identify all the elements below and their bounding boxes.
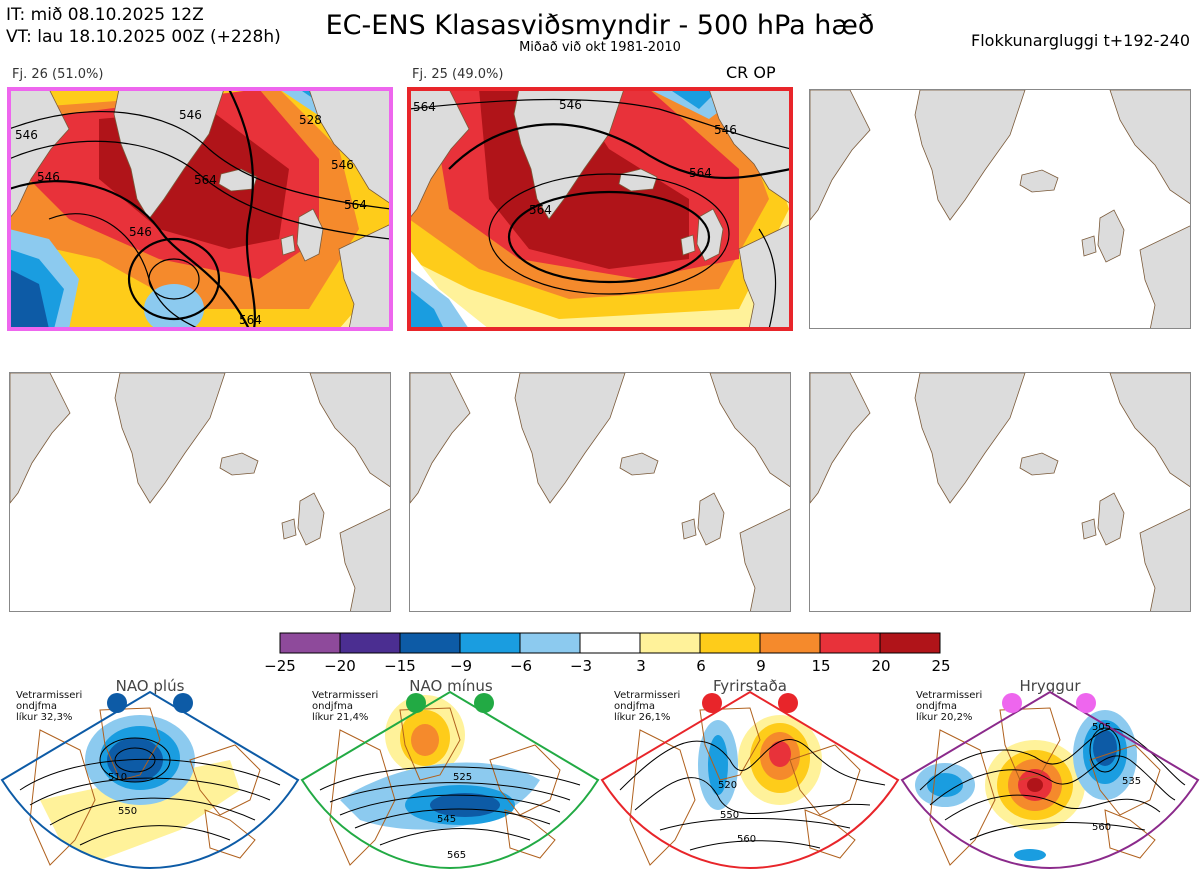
regime-3-stats: Vetrarmisseri ondjfma líkur 26,1%: [614, 690, 681, 723]
regime-4-marker: [1002, 693, 1022, 713]
regime-1-marker: [107, 693, 127, 713]
contour-label: 564: [239, 313, 262, 327]
contour-label: 546: [129, 225, 152, 239]
regime-1-title: NAO plús: [115, 677, 185, 695]
colorbar-cell: [519, 632, 581, 654]
header-info: IT: mið 08.10.2025 12Z VT: lau 18.10.202…: [6, 4, 281, 48]
cluster-2-map[interactable]: 564 546 546 564 564: [407, 87, 793, 331]
colorbar: [279, 632, 941, 654]
valid-time: VT: lau 18.10.2025 00Z (+228h): [6, 27, 281, 47]
colorbar-cell: [339, 632, 401, 654]
regime-1-marker: [173, 693, 193, 713]
contour-label: 535: [1122, 776, 1141, 787]
colorbar-tick: −3: [569, 657, 593, 675]
regime-4-stats: Vetrarmisseri ondjfma líkur 20,2%: [916, 690, 983, 723]
regime-3-title: Fyrirstaða: [713, 677, 787, 695]
colorbar-tick: −15: [384, 657, 416, 675]
contour-label: 564: [194, 173, 217, 187]
regime-1-stats: Vetrarmisseri ondjfma líkur 32,3%: [16, 690, 83, 723]
colorbar-cell: [639, 632, 701, 654]
contour-label: 560: [1092, 822, 1111, 833]
empty-map-panel[interactable]: [409, 372, 791, 612]
regime-2-title: NAO mínus: [409, 677, 493, 695]
contour-label: 528: [299, 113, 322, 127]
contour-label: 525: [453, 772, 472, 783]
contour-label: 546: [331, 158, 354, 172]
regime-2-marker: [406, 693, 426, 713]
page-title: EC-ENS Klasasviðsmyndir - 500 hPa hæð: [325, 10, 875, 41]
regime-4-marker: [1076, 693, 1096, 713]
contour-label: 546: [37, 170, 60, 184]
cluster-2-tag: CR OP: [726, 63, 776, 82]
contour-label: 520: [718, 780, 737, 791]
cluster-1-label: Fj. 26 (51.0%): [12, 67, 104, 82]
classification-window: Flokkunargluggi t+192-240: [971, 31, 1190, 50]
regime-4-title: Hryggur: [1019, 677, 1081, 695]
contour-label: 505: [1092, 722, 1111, 733]
colorbar-cell: [879, 632, 941, 654]
colorbar-tick: −20: [324, 657, 356, 675]
colorbar-cell: [399, 632, 461, 654]
colorbar-tick: 20: [871, 657, 891, 675]
contour-label: 564: [413, 100, 436, 114]
colorbar-cell: [459, 632, 521, 654]
contour-label: 564: [689, 166, 712, 180]
regime-3-marker: [778, 693, 798, 713]
regime-2-stats: Vetrarmisseri ondjfma líkur 21,4%: [312, 690, 379, 723]
colorbar-cell: [819, 632, 881, 654]
regime-3-marker: [702, 693, 722, 713]
regime-3-map[interactable]: 520 550 560: [600, 690, 900, 870]
contour-label: 550: [720, 810, 739, 821]
regime-2-marker: [474, 693, 494, 713]
colorbar-tick: −9: [449, 657, 473, 675]
contour-label: 546: [15, 128, 38, 142]
contour-label: 546: [559, 98, 582, 112]
contour-label: 564: [529, 203, 552, 217]
colorbar-tick: 25: [931, 657, 951, 675]
colorbar-tick: 6: [696, 657, 706, 675]
contour-label: 560: [737, 834, 756, 845]
regime-4-map[interactable]: 505 535 560: [900, 690, 1200, 870]
colorbar-tick: 15: [811, 657, 831, 675]
contour-label: 546: [714, 123, 737, 137]
colorbar-cell: [579, 632, 641, 654]
cluster-1-map[interactable]: 546 528 546 546 546 564 546 564 564: [7, 87, 393, 331]
contour-label: 565: [447, 850, 466, 861]
colorbar-cell: [759, 632, 821, 654]
cluster-2-label: Fj. 25 (49.0%): [412, 67, 504, 82]
empty-map-panel[interactable]: [809, 372, 1191, 612]
colorbar-tick: 9: [756, 657, 766, 675]
contour-label: 564: [344, 198, 367, 212]
colorbar-tick: −6: [509, 657, 533, 675]
colorbar-cell: [699, 632, 761, 654]
regime-1-map[interactable]: 510 550: [0, 690, 300, 870]
contour-label: 510: [108, 772, 127, 783]
page-subtitle: Miðað við okt 1981-2010: [519, 40, 681, 55]
contour-label: 550: [118, 806, 137, 817]
empty-map-panel[interactable]: [9, 372, 391, 612]
contour-label: 545: [437, 814, 456, 825]
init-time: IT: mið 08.10.2025 12Z: [6, 5, 204, 25]
colorbar-cell: [279, 632, 341, 654]
colorbar-tick: 3: [636, 657, 646, 675]
contour-label: 546: [179, 108, 202, 122]
regime-2-map[interactable]: 525 545 565: [300, 690, 600, 870]
empty-map-panel[interactable]: [809, 89, 1191, 329]
colorbar-tick: −25: [264, 657, 296, 675]
